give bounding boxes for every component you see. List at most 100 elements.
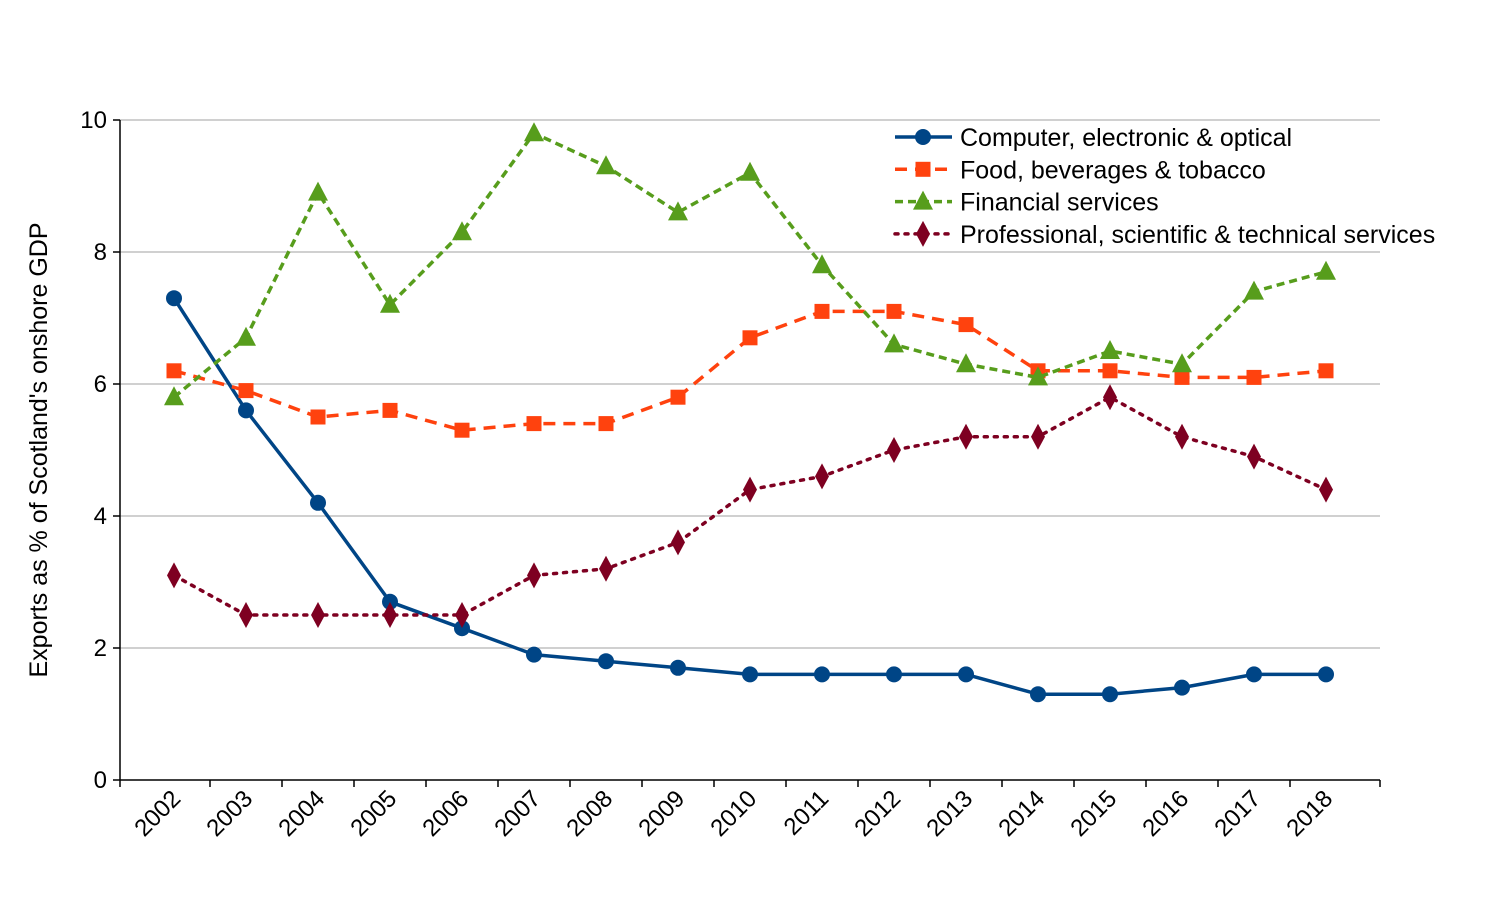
- x-tick-label: 2003: [201, 785, 258, 842]
- data-point: [959, 423, 973, 450]
- data-point: [382, 402, 398, 418]
- data-point: [310, 494, 326, 511]
- x-tick-label: 2006: [417, 785, 474, 842]
- series-line: [172, 395, 1328, 617]
- data-point: [670, 389, 686, 405]
- data-point: [958, 317, 974, 333]
- data-point: [1175, 423, 1189, 450]
- y-tick-label: 0: [94, 767, 107, 794]
- x-tick-labels: 2002 2003 2004 2005 2006 2007 2008 2009 2010 2011…: [119, 780, 1381, 842]
- data-point: [598, 416, 614, 432]
- data-point: [1102, 363, 1118, 379]
- legend-item: Computer, electronic & optical: [895, 124, 1292, 152]
- x-tick-label: 2013: [921, 785, 978, 842]
- data-point: [812, 254, 832, 274]
- data-point: [167, 562, 181, 589]
- x-tick-label: 2010: [705, 785, 762, 842]
- data-point: [238, 383, 254, 399]
- data-point: [815, 463, 829, 490]
- data-point: [1174, 679, 1190, 696]
- data-point: [239, 602, 253, 628]
- data-point: [1246, 369, 1262, 385]
- data-point: [598, 653, 614, 670]
- legend: Computer, electronic & optical Food, beve…: [893, 124, 1435, 249]
- data-point: [166, 363, 182, 379]
- legend-marker: [916, 220, 930, 247]
- data-point: [814, 666, 830, 683]
- data-point: [452, 221, 472, 241]
- data-point: [1316, 260, 1336, 280]
- data-point: [1030, 686, 1046, 703]
- x-tick-label: 2017: [1209, 785, 1266, 842]
- y-axis-title: Exports as % of Scotland's onshore GDP: [25, 223, 53, 678]
- data-point: [1246, 666, 1262, 683]
- data-point: [886, 303, 902, 319]
- x-tick-label: 2008: [561, 785, 618, 842]
- legend-label: Computer, electronic & optical: [960, 124, 1292, 152]
- legend-item: Professional, scientific & technical ser…: [893, 220, 1435, 249]
- legend-marker: [913, 190, 933, 210]
- series-4: [167, 384, 1333, 628]
- data-point: [526, 416, 542, 432]
- series-1: [166, 290, 1334, 703]
- x-tick-label: 2007: [489, 785, 546, 842]
- data-point: [527, 562, 541, 589]
- data-point: [596, 155, 616, 175]
- series-group: [164, 122, 1336, 703]
- x-tick-label: 2015: [1065, 785, 1122, 842]
- data-point: [310, 409, 326, 425]
- data-point: [1318, 363, 1334, 379]
- data-point: [164, 386, 184, 406]
- x-tick-label: 2014: [993, 785, 1050, 842]
- x-tick-label: 2009: [633, 785, 690, 842]
- data-point: [236, 326, 256, 346]
- data-point: [166, 290, 182, 307]
- y-tick-label: 10: [80, 107, 107, 134]
- x-tick-label: 2016: [1137, 785, 1194, 842]
- data-point: [742, 666, 758, 683]
- x-tick-label: 2011: [779, 785, 835, 841]
- gridlines: [120, 119, 1380, 649]
- axes: [119, 120, 1380, 781]
- y-tick-label: 2: [94, 635, 107, 662]
- data-point: [454, 422, 470, 438]
- legend-label: Financial services: [960, 189, 1159, 217]
- x-tick-label: 2012: [849, 785, 906, 842]
- legend-marker: [915, 129, 931, 145]
- x-tick-label: 2004: [273, 785, 330, 842]
- x-tick-label: 2005: [345, 785, 402, 842]
- data-point: [308, 181, 328, 201]
- legend-item: Financial services: [895, 189, 1159, 217]
- data-point: [1319, 476, 1333, 503]
- data-point: [884, 333, 904, 353]
- legend-marker: [915, 161, 931, 177]
- data-point: [382, 593, 398, 610]
- data-point: [524, 122, 544, 142]
- data-point: [1100, 340, 1120, 359]
- series-3: [164, 122, 1336, 406]
- data-point: [670, 659, 686, 676]
- data-point: [455, 602, 469, 628]
- data-point: [1174, 369, 1190, 385]
- data-point: [1247, 443, 1261, 470]
- series-2: [166, 303, 1334, 438]
- data-point: [814, 303, 830, 319]
- data-point: [1172, 353, 1192, 373]
- data-point: [743, 476, 757, 503]
- data-point: [1028, 366, 1048, 386]
- y-tick-label: 8: [94, 239, 107, 266]
- data-point: [1102, 686, 1118, 703]
- data-point: [526, 646, 542, 663]
- series-line: [173, 309, 1327, 432]
- y-tick-labels: 0 2 4 6 8 10: [80, 107, 120, 794]
- data-point: [671, 529, 685, 556]
- legend-item: Food, beverages & tobacco: [895, 156, 1266, 184]
- data-point: [454, 620, 470, 637]
- data-point: [311, 602, 325, 628]
- data-point: [887, 437, 901, 463]
- data-point: [238, 402, 254, 419]
- data-point: [742, 330, 758, 346]
- data-point: [380, 293, 400, 313]
- data-point: [1103, 384, 1117, 411]
